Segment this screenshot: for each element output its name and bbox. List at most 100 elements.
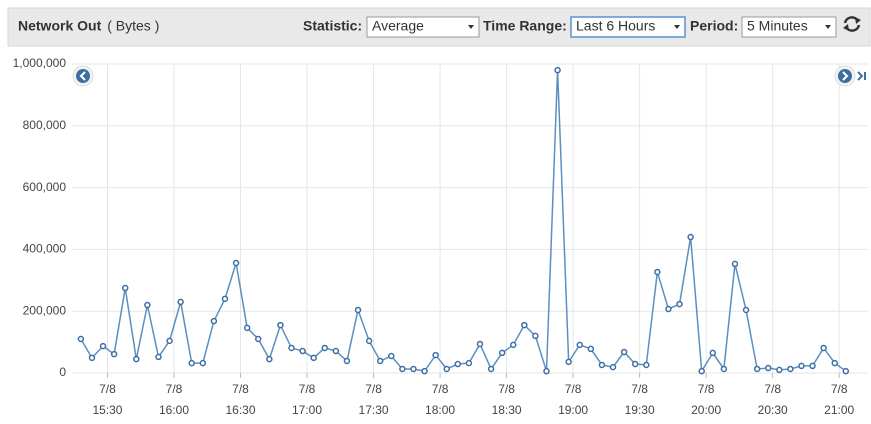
data-point: [332, 347, 340, 355]
nav-left[interactable]: [72, 65, 94, 87]
data-point: [99, 342, 107, 350]
dropdown[interactable]: Last 6 Hours: [570, 16, 686, 38]
data-point: [88, 354, 96, 362]
data-point: [365, 337, 373, 345]
data-point: [687, 233, 694, 241]
nav-right-arrow: [842, 71, 849, 81]
refresh-button[interactable]: [843, 16, 861, 32]
dropdown-box: [570, 16, 686, 38]
refresh-arrows: [843, 17, 861, 31]
data-point: [133, 355, 140, 363]
data-point: [665, 305, 672, 313]
dropdown-arrow: [674, 25, 680, 29]
data-point: [432, 351, 439, 359]
data-point: [188, 359, 195, 367]
x-tick-label: 18:30: [492, 403, 522, 417]
x-tick-label: 7/8: [299, 382, 316, 396]
x-tick-label: 18:00: [425, 403, 455, 417]
data-point: [842, 367, 850, 375]
data-point: [654, 268, 661, 276]
data-point: [776, 366, 783, 374]
dropdown-value: Last 6 Hours: [576, 18, 655, 34]
x-tick-label: 19:00: [558, 403, 588, 417]
x-tick-label: 7/8: [232, 382, 249, 396]
data-point: [787, 365, 794, 373]
data-point: [255, 335, 262, 343]
data-point: [509, 341, 517, 349]
data-point: [421, 367, 428, 375]
y-tick-label: 600,000: [23, 180, 67, 194]
dropdown-arrow: [825, 25, 831, 29]
data-point: [266, 355, 273, 363]
data-point: [543, 367, 550, 375]
x-tick-label: 7/8: [831, 382, 848, 396]
data-point: [299, 347, 306, 355]
data-point: [709, 349, 717, 357]
x-tick-label: 7/8: [498, 382, 515, 396]
data-point: [820, 344, 827, 352]
y-tick-label: 400,000: [23, 242, 67, 256]
dropdown-box: [741, 16, 837, 38]
x-tick-label: 7/8: [432, 382, 449, 396]
dropdown-value: Average: [372, 18, 424, 34]
data-point: [177, 298, 184, 306]
x-tick-label: 7/8: [631, 382, 648, 396]
data-point: [399, 365, 406, 373]
data-point: [609, 363, 617, 371]
data-point: [310, 354, 317, 362]
y-tick-label: 0: [59, 365, 66, 379]
data-point: [554, 66, 561, 74]
unit-label: ( Bytes ): [107, 18, 159, 34]
data-point: [620, 348, 628, 356]
data-point: [221, 295, 229, 303]
data-point: [376, 357, 384, 365]
data-point: [532, 332, 539, 340]
data-point: [742, 306, 750, 314]
data-point: [487, 365, 495, 373]
data-point: [521, 321, 528, 329]
nav-right[interactable]: [834, 65, 856, 87]
data-point: [498, 349, 506, 357]
nav-left-button: [76, 69, 90, 83]
data-point: [465, 359, 473, 367]
data-point: [343, 357, 351, 365]
nav-end[interactable]: [857, 71, 866, 81]
control-label: Time Range:: [483, 18, 567, 34]
data-point: [388, 352, 395, 360]
nav-right-button: [838, 69, 852, 83]
x-tick-label: 21:00: [824, 403, 854, 417]
dropdown[interactable]: 5 Minutes: [741, 16, 837, 38]
data-point: [598, 361, 606, 369]
x-tick-label: 7/8: [166, 382, 183, 396]
data-point: [155, 353, 162, 361]
dropdown-value: 5 Minutes: [747, 18, 808, 34]
dropdown-arrow: [468, 25, 474, 29]
x-tick-label: 20:00: [691, 403, 721, 417]
control-label: Period:: [690, 18, 738, 34]
dropdown[interactable]: Average: [366, 16, 480, 38]
x-tick-label: 16:00: [159, 403, 189, 417]
data-point: [764, 364, 772, 372]
controls: Statistic: Average Time Range: Last 6 Hours…: [303, 16, 837, 38]
x-tick-label: 20:30: [758, 403, 788, 417]
data-point: [809, 362, 816, 370]
x-tick-label: 17:30: [359, 403, 389, 417]
dropdown-box: [366, 16, 480, 38]
data-point: [199, 359, 207, 367]
nav-left-arrow: [79, 71, 86, 81]
x-tick-label: 7/8: [565, 382, 582, 396]
data-point: [565, 358, 572, 366]
y-tick-label: 800,000: [23, 118, 67, 132]
data-point: [321, 344, 329, 352]
data-point: [232, 259, 240, 267]
x-tick-label: 16:30: [225, 403, 255, 417]
widget-title: Network Out: [18, 18, 102, 34]
data-point: [144, 301, 151, 309]
data-point: [720, 365, 728, 373]
x-tick-label: 7/8: [99, 382, 116, 396]
nav-end-arrow: [857, 71, 864, 81]
data-point: [798, 362, 805, 370]
data-point: [576, 341, 584, 349]
x-tick-label: 7/8: [698, 382, 715, 396]
